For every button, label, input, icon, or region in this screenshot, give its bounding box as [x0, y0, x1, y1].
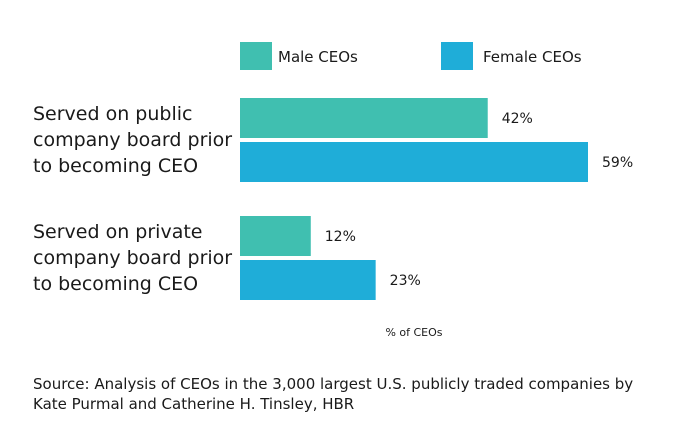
legend-swatch-female: [441, 42, 473, 70]
value-labels: 42% 59% 12% 23%: [325, 111, 633, 289]
bar-male-public: [240, 98, 488, 138]
bar-female-public: [240, 142, 588, 182]
legend-label-female: Female CEOs: [483, 48, 582, 66]
value-label-female-private: 23%: [390, 273, 421, 289]
category-label-private: Served on private company board prior to b…: [33, 221, 232, 295]
bars: [240, 98, 588, 300]
category-labels: Served on public company board prior to be…: [33, 103, 232, 295]
x-axis-label: % of CEOs: [385, 326, 442, 339]
category-label-public: Served on public company board prior to be…: [33, 103, 232, 177]
legend: Male CEOs Female CEOs: [240, 42, 582, 70]
legend-swatch-male: [240, 42, 272, 70]
legend-label-male: Male CEOs: [278, 48, 358, 66]
source-note: Source: Analysis of CEOs in the 3,000 la…: [33, 375, 634, 413]
bar-female-private: [240, 260, 376, 300]
value-label-female-public: 59%: [602, 155, 633, 171]
value-label-male-private: 12%: [325, 229, 356, 245]
value-label-male-public: 42%: [502, 111, 533, 127]
bar-male-private: [240, 216, 311, 256]
